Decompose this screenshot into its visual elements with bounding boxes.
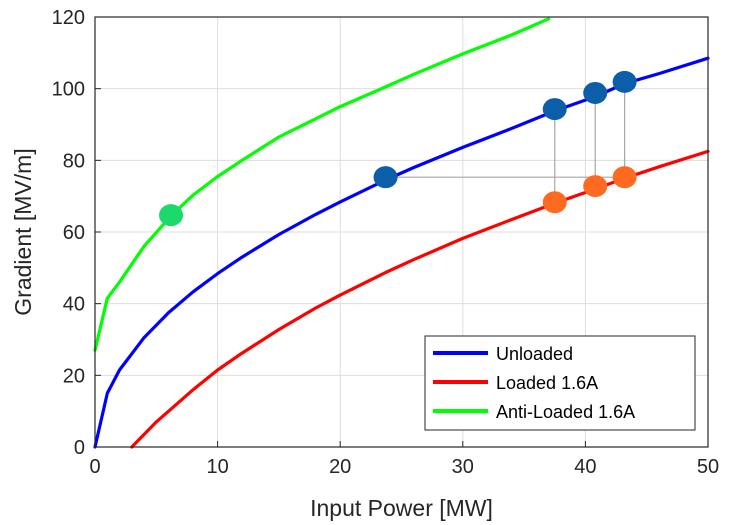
- x-tick-label: 20: [329, 456, 351, 478]
- x-tick-label: 50: [697, 456, 719, 478]
- legend: Unloaded Loaded 1.6A Anti-Loaded 1.6A: [424, 335, 696, 431]
- data-marker: [373, 166, 398, 189]
- legend-label-anti-loaded: Anti-Loaded 1.6A: [496, 402, 635, 422]
- x-tick-label: 40: [574, 456, 596, 478]
- data-marker: [612, 166, 637, 189]
- x-axis-label: Input Power [MW]: [310, 495, 493, 521]
- data-marker: [159, 204, 184, 227]
- data-marker: [583, 81, 608, 104]
- y-tick-label: 60: [63, 222, 85, 244]
- axis-ticks: 0 10 20 30 40 50 0 20 40 60 80 100 120: [52, 7, 720, 478]
- connector-lines: [385, 81, 626, 203]
- legend-label-loaded: Loaded 1.6A: [496, 373, 598, 393]
- x-tick-label: 0: [89, 456, 100, 478]
- x-tick-label: 10: [206, 456, 228, 478]
- y-tick-label: 0: [74, 437, 85, 459]
- series-line-2: [93, 17, 551, 352]
- y-tick-label: 40: [63, 294, 85, 316]
- y-tick-label: 120: [52, 7, 85, 29]
- data-markers: [159, 70, 637, 227]
- data-marker: [612, 70, 637, 93]
- y-axis-label: Gradient [MV/m]: [10, 148, 36, 315]
- x-tick-label: 30: [452, 456, 474, 478]
- y-tick-label: 100: [52, 79, 85, 101]
- y-tick-label: 20: [63, 365, 85, 387]
- legend-label-unloaded: Unloaded: [496, 344, 573, 364]
- y-tick-label: 80: [63, 150, 85, 172]
- data-marker: [583, 175, 608, 198]
- data-marker: [542, 191, 567, 214]
- data-marker: [542, 98, 567, 121]
